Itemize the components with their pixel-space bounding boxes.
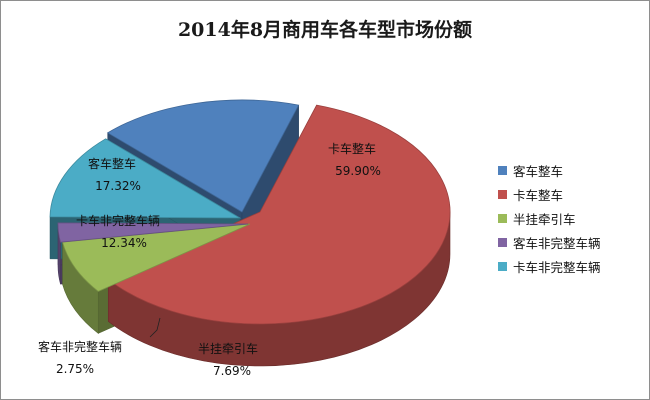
- label-leader-line: [149, 317, 161, 338]
- legend-item: 卡车整车: [498, 184, 601, 204]
- legend-swatch: [498, 189, 507, 199]
- legend-swatch: [498, 261, 507, 271]
- legend-label: 卡车非完整车辆: [513, 259, 601, 275]
- slice-value-label: 17.32%: [95, 179, 141, 193]
- slice-name-label: 卡车整车: [328, 141, 376, 156]
- legend-label: 卡车整车: [513, 187, 564, 203]
- legend-item: 客车非完整车辆: [498, 232, 601, 252]
- legend-swatch: [498, 237, 507, 247]
- legend-item: 半挂牵引车: [498, 208, 601, 228]
- slice-value-label: 12.34%: [101, 236, 147, 250]
- legend-swatch: [498, 213, 507, 223]
- legend-item: 卡车非完整车辆: [498, 256, 601, 276]
- slice-value-label: 7.69%: [213, 364, 251, 378]
- slice-value-label: 2.75%: [56, 362, 94, 376]
- slice-name-label: 半挂牵引车: [198, 341, 258, 356]
- pie-slice: [49, 138, 242, 219]
- slice-name-label: 客车整车: [88, 156, 136, 171]
- legend-label: 半挂牵引车: [513, 211, 576, 227]
- slice-value-label: 59.90%: [335, 164, 381, 178]
- pie-slice: [106, 99, 300, 213]
- pie-slice: [107, 104, 451, 325]
- slice-name-label: 客车非完整车辆: [38, 339, 122, 354]
- slice-name-label: 卡车非完整车辆: [76, 213, 160, 228]
- legend-item: 客车整车: [498, 160, 601, 180]
- legend-swatch: [498, 165, 507, 175]
- pie-slice: [57, 222, 249, 243]
- legend-label: 客车整车: [513, 163, 564, 179]
- chart-title: 2014年8月商用车各车型市场份额: [177, 19, 473, 41]
- legend: 客车整车 卡车整车 半挂牵引车 客车非完整车辆 卡车非完整车辆: [498, 160, 601, 280]
- legend-label: 客车非完整车辆: [513, 235, 601, 251]
